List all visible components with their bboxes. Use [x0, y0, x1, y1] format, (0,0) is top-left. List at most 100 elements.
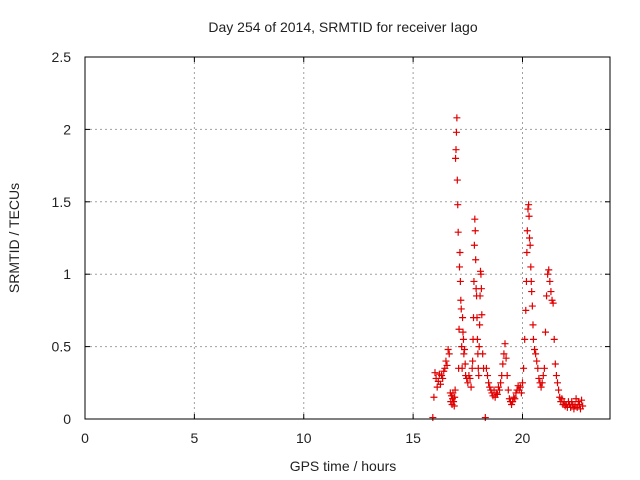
y-tick-label: 1: [63, 266, 71, 282]
data-point: [510, 393, 518, 401]
data-point: [522, 306, 530, 314]
data-point: [477, 285, 485, 293]
data-point: [453, 176, 461, 184]
data-point: [456, 248, 464, 256]
y-tick-label: 2.5: [52, 49, 72, 65]
data-point: [457, 296, 465, 304]
data-point: [511, 395, 519, 403]
data-point: [451, 393, 459, 401]
data-point: [479, 350, 487, 358]
x-axis-label: GPS time / hours: [290, 458, 397, 474]
data-point: [579, 402, 587, 410]
data-point: [466, 374, 474, 382]
data-point: [468, 364, 476, 372]
data-point: [549, 299, 557, 307]
data-point: [471, 227, 479, 235]
x-tick-label: 15: [405, 430, 421, 446]
data-point: [453, 114, 461, 122]
data-point: [523, 248, 531, 256]
data-point: [528, 288, 536, 296]
data-point: [575, 401, 583, 409]
data-point: [535, 374, 543, 382]
data-point: [470, 241, 478, 249]
data-point: [527, 263, 535, 271]
data-point: [451, 386, 459, 394]
data-point: [529, 335, 537, 343]
data-point: [501, 340, 509, 348]
data-point: [485, 379, 493, 387]
data-point: [527, 277, 535, 285]
data-point: [469, 357, 477, 365]
data-point: [445, 350, 453, 358]
data-point: [482, 364, 490, 372]
y-tick-label: 0.5: [52, 339, 72, 355]
data-point: [475, 343, 483, 351]
data-point: [540, 364, 548, 372]
data-point: [456, 263, 463, 271]
data-point: [473, 314, 481, 322]
data-point: [476, 321, 484, 329]
data-point: [525, 201, 533, 209]
data-point: [552, 372, 560, 380]
data-point: [452, 154, 460, 162]
x-tick-label: 20: [515, 430, 531, 446]
data-point: [519, 379, 526, 387]
axis-ticks: 0 5 10 15 20 0 0.5 1 1.5 2 2.5: [52, 49, 610, 446]
data-point: [455, 325, 463, 333]
data-point: [467, 383, 475, 391]
data-point: [520, 364, 528, 372]
data-point: [439, 374, 447, 382]
data-point: [481, 414, 489, 422]
data-point: [533, 357, 541, 365]
data-point: [475, 372, 483, 380]
data-point: [457, 305, 465, 313]
data-point: [502, 354, 510, 362]
data-point: [443, 361, 451, 369]
data-point: [546, 277, 554, 285]
x-tick-label: 0: [81, 430, 89, 446]
data-point: [454, 228, 462, 236]
data-points: [429, 114, 587, 422]
data-point: [521, 335, 529, 343]
data-point: [431, 369, 439, 377]
x-tick-label: 5: [190, 430, 198, 446]
data-point: [459, 328, 467, 336]
data-point: [442, 357, 450, 365]
data-point: [452, 128, 460, 136]
y-tick-label: 1.5: [52, 194, 72, 210]
data-point: [471, 215, 479, 223]
data-point: [476, 292, 484, 300]
data-point: [450, 398, 458, 406]
data-point: [550, 335, 558, 343]
data-point: [526, 241, 534, 249]
data-point: [524, 205, 532, 213]
data-point: [470, 277, 478, 285]
y-tick-label: 0: [63, 411, 71, 427]
data-point: [497, 379, 505, 387]
data-point: [461, 345, 469, 353]
data-point: [541, 328, 549, 336]
data-point: [456, 277, 464, 285]
data-point: [464, 379, 472, 387]
data-point: [516, 383, 524, 391]
data-point: [436, 380, 444, 388]
data-point: [532, 350, 540, 358]
x-tick-label: 10: [296, 430, 312, 446]
y-tick-label: 2: [63, 121, 71, 137]
data-point: [430, 393, 438, 401]
data-point: [531, 345, 539, 353]
data-point: [460, 350, 468, 358]
data-point: [538, 379, 546, 387]
data-point: [555, 386, 563, 394]
data-point: [534, 364, 542, 372]
grid-lines: [85, 57, 610, 419]
data-point: [429, 414, 437, 422]
data-point: [537, 383, 545, 391]
data-point: [459, 314, 467, 322]
plot-frame: [84, 56, 611, 420]
data-point: [551, 360, 559, 368]
data-point: [526, 234, 533, 242]
data-point: [484, 372, 491, 380]
data-point: [473, 335, 481, 343]
